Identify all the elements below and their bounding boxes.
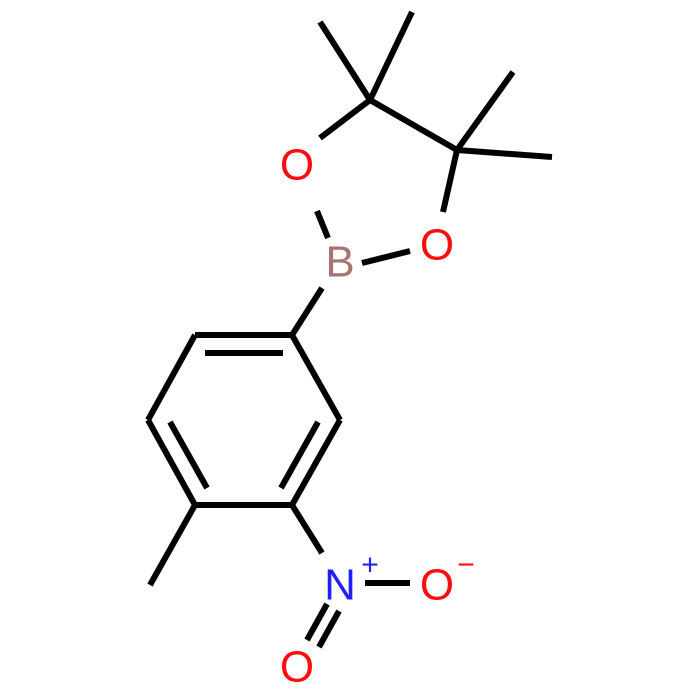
- bond: [289, 286, 325, 337]
- bonds: [145, 10, 553, 649]
- bond: [145, 333, 198, 422]
- bond: [289, 503, 325, 555]
- atom-charge: +: [361, 549, 379, 582]
- bond: [167, 420, 210, 490]
- bond: [314, 209, 331, 240]
- bond: [304, 602, 330, 642]
- bond: [289, 418, 343, 507]
- bond: [440, 149, 460, 213]
- atom-charge: −: [457, 549, 475, 582]
- bond: [289, 333, 343, 422]
- bond: [454, 70, 516, 152]
- atom-labels: O B O N + O − O: [280, 141, 475, 692]
- atom-label: B: [325, 238, 354, 287]
- atom-label: O: [280, 643, 314, 692]
- bond: [278, 420, 321, 490]
- atom-label: O: [420, 221, 454, 270]
- bond: [367, 10, 415, 102]
- bond: [147, 503, 198, 587]
- bond: [318, 97, 372, 141]
- atom-label: N: [324, 561, 356, 610]
- bond: [317, 20, 373, 102]
- atom-label: O: [280, 141, 314, 190]
- bond: [145, 418, 198, 507]
- bond: [368, 97, 459, 153]
- atom-label: O: [420, 561, 454, 610]
- bond: [456, 147, 553, 160]
- bond: [316, 609, 342, 649]
- bond: [361, 248, 411, 266]
